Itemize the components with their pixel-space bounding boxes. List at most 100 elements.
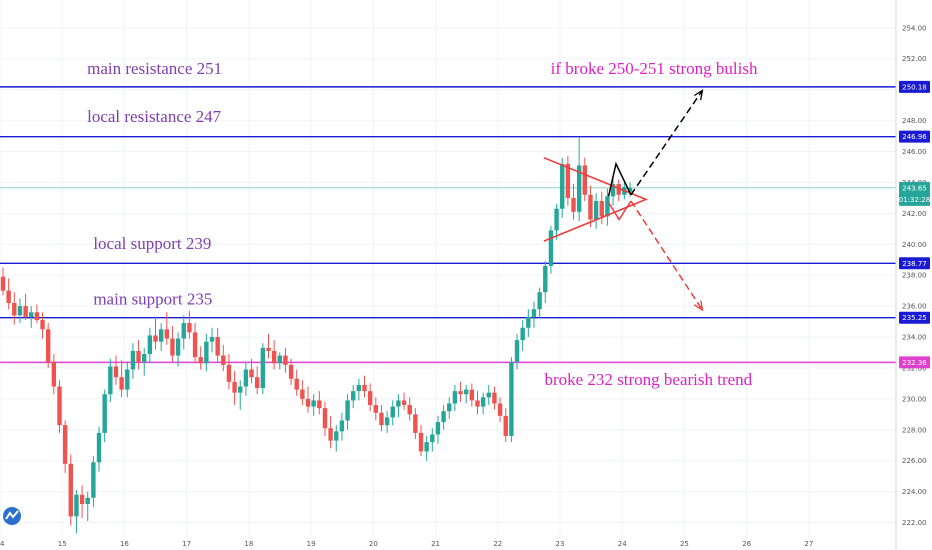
candle-body (204, 341, 209, 364)
candle-body (463, 389, 469, 395)
time-axis[interactable]: 14 15 16 17 18 19 20 21 22 23 24 25 26 27 (0, 540, 813, 548)
candle-body (593, 200, 599, 220)
candle-body (68, 463, 73, 517)
x-tick-label: 25 (680, 540, 689, 548)
y-tick-label: 248.00 (902, 117, 927, 125)
candle-body (582, 165, 588, 195)
y-tick-label: 246.00 (902, 148, 927, 156)
candle-body (232, 381, 237, 393)
candle-body (514, 340, 520, 362)
candle-body (74, 494, 79, 517)
level-price-badge (899, 80, 930, 93)
tradingview-logo[interactable] (3, 507, 21, 525)
candle-body (198, 357, 203, 364)
candle-body (113, 366, 119, 378)
candle-body (610, 183, 616, 197)
candle-body (226, 364, 232, 382)
candle-body (23, 306, 28, 317)
candle-body (181, 323, 186, 339)
candle-body (362, 384, 367, 392)
annotation-text: main resistance 251 (87, 59, 222, 78)
level-price-label: 250.18 (902, 83, 927, 91)
x-tick-label: 14 (0, 540, 5, 548)
candle-body (96, 432, 102, 463)
candle-body (158, 329, 164, 342)
x-tick-label: 27 (804, 540, 813, 548)
candle-body (108, 366, 113, 395)
y-tick-label: 236.00 (902, 303, 927, 311)
candle-body (119, 377, 124, 390)
candle-body (548, 230, 554, 266)
candle-body (339, 420, 345, 432)
candle-body (266, 347, 271, 351)
candle-body (480, 397, 486, 407)
candle-body (554, 208, 559, 231)
candle-body (447, 403, 452, 412)
candle-body (616, 183, 621, 195)
candle-body (509, 361, 514, 436)
candle-body (424, 442, 429, 452)
candle-body (503, 415, 508, 436)
candle-body (45, 329, 51, 362)
candle-body (373, 405, 379, 413)
y-tick-label: 238.00 (902, 272, 927, 280)
candle-body (390, 406, 395, 418)
candle-body (260, 347, 266, 389)
price-axis[interactable]: 222.00 224.00 226.00 228.00 230.00 232.00 234.… (895, 0, 932, 550)
annotation-text: broke 232 strong bearish trend (544, 370, 752, 389)
candle-body (599, 200, 604, 217)
level-price-badge (899, 130, 930, 143)
candle-body (407, 405, 412, 415)
y-tick-label: 226.00 (902, 457, 927, 465)
candle-body (221, 355, 226, 365)
x-tick-label: 23 (556, 540, 565, 548)
annotations: main resistance 251 local resistance 247 l… (87, 59, 758, 389)
candle-body (520, 327, 525, 341)
candle-body (277, 355, 282, 364)
x-tick-label: 22 (493, 540, 502, 548)
candle-body (209, 337, 215, 342)
candle-body (576, 165, 582, 212)
candle-body (328, 428, 333, 441)
candle-body (79, 494, 85, 504)
candle-body (322, 408, 328, 429)
x-tick-label: 15 (58, 540, 67, 548)
candle-body (396, 400, 401, 407)
x-tick-label: 26 (742, 540, 751, 548)
y-tick-label: 240.00 (902, 241, 927, 249)
candles (0, 137, 633, 534)
countdown-label: 01:32:28 (899, 196, 930, 204)
annotation-text: if broke 250-251 strong bulish (551, 59, 758, 78)
candle-body (85, 497, 90, 504)
logo-mark (5, 510, 19, 520)
candle-body (413, 414, 418, 433)
candle-body (153, 335, 158, 342)
y-tick-label: 234.00 (902, 334, 927, 342)
drawings (543, 91, 702, 309)
candle-body (0, 276, 6, 291)
candle-body (605, 196, 610, 217)
bullish-zigzag (607, 161, 632, 197)
candle-body (441, 411, 446, 423)
candle-body (62, 425, 68, 464)
candle-body (215, 337, 220, 356)
x-tick-label: 17 (182, 540, 191, 548)
current-price-badge (899, 181, 930, 206)
level-price-label: 232.36 (902, 359, 927, 367)
candle-body (497, 403, 503, 416)
candle-body (170, 338, 175, 356)
annotation-text: local support 239 (93, 234, 211, 253)
candle-body (345, 400, 350, 421)
candle-body (401, 400, 407, 406)
candle-body (351, 391, 356, 401)
bearish-zigzag (607, 200, 632, 221)
candle-body (486, 392, 491, 398)
annotation-text: main support 235 (93, 290, 212, 309)
y-tick-label: 252.00 (902, 55, 927, 63)
y-tick-label: 228.00 (902, 426, 927, 434)
y-tick-label: 232.00 (902, 364, 927, 372)
candle-body (187, 323, 192, 333)
candle-body (537, 292, 542, 310)
candle-body (17, 306, 23, 316)
candle-body (57, 386, 62, 426)
